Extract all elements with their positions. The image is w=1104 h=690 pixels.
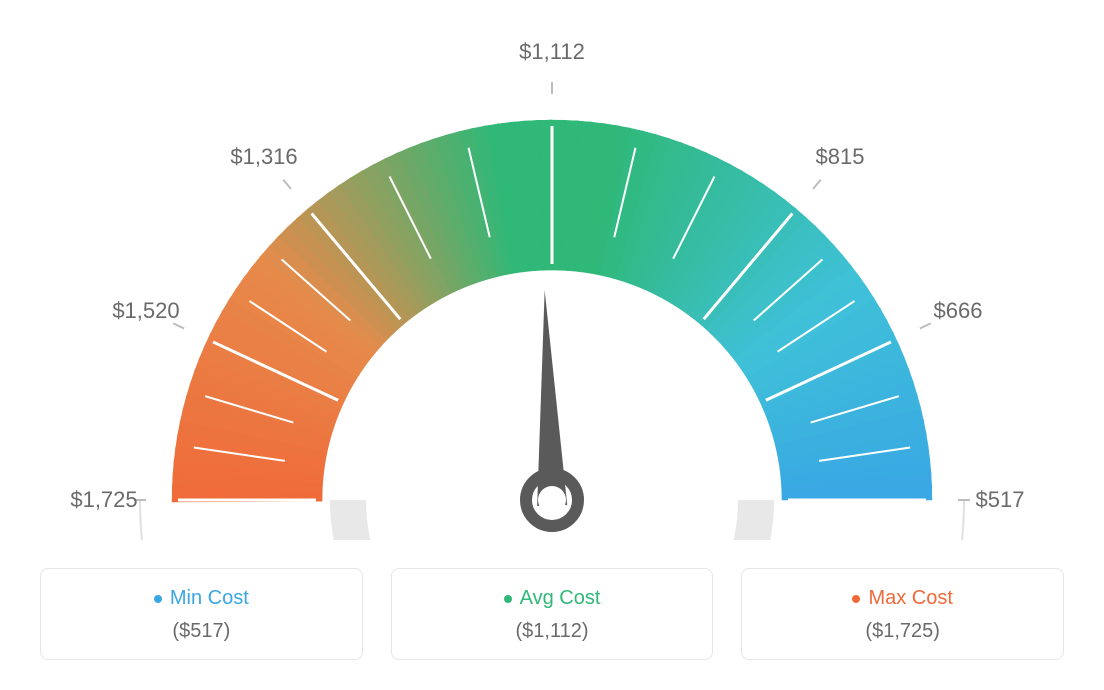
legend-title-min: Min Cost [51, 587, 352, 610]
gauge-chart: $517 $666 $815 $1,112 $1,316 $1,520 $1,725 [0, 0, 1104, 540]
legend-dot-min [154, 595, 162, 603]
legend-title-max: Max Cost [752, 587, 1053, 610]
legend-title-text-avg: Avg Cost [520, 587, 601, 609]
gauge-tick-label: $815 [815, 144, 864, 170]
legend-value-avg: ($1,112) [402, 620, 703, 643]
legend-title-text-min: Min Cost [170, 587, 249, 609]
legend-dot-max [852, 595, 860, 603]
gauge-tick-label: $1,112 [519, 39, 585, 65]
legend-dot-avg [504, 595, 512, 603]
gauge-tick-label: $517 [976, 487, 1025, 513]
gauge-tick-label: $666 [934, 298, 983, 324]
chart-container: $517 $666 $815 $1,112 $1,316 $1,520 $1,725 Min… [0, 0, 1104, 690]
gauge-tick-label: $1,520 [112, 298, 179, 324]
legend-row: Min Cost ($517) Avg Cost ($1,112) Max Co… [40, 568, 1064, 660]
legend-card-max: Max Cost ($1,725) [741, 568, 1064, 660]
gauge-tick-label: $1,316 [230, 144, 297, 170]
legend-card-min: Min Cost ($517) [40, 568, 363, 660]
legend-card-avg: Avg Cost ($1,112) [391, 568, 714, 660]
legend-title-text-max: Max Cost [868, 587, 952, 609]
gauge-tick-label: $1,725 [70, 487, 137, 513]
gauge-svg [0, 0, 1104, 540]
legend-title-avg: Avg Cost [402, 587, 703, 610]
legend-value-max: ($1,725) [752, 620, 1053, 643]
legend-value-min: ($517) [51, 620, 352, 643]
